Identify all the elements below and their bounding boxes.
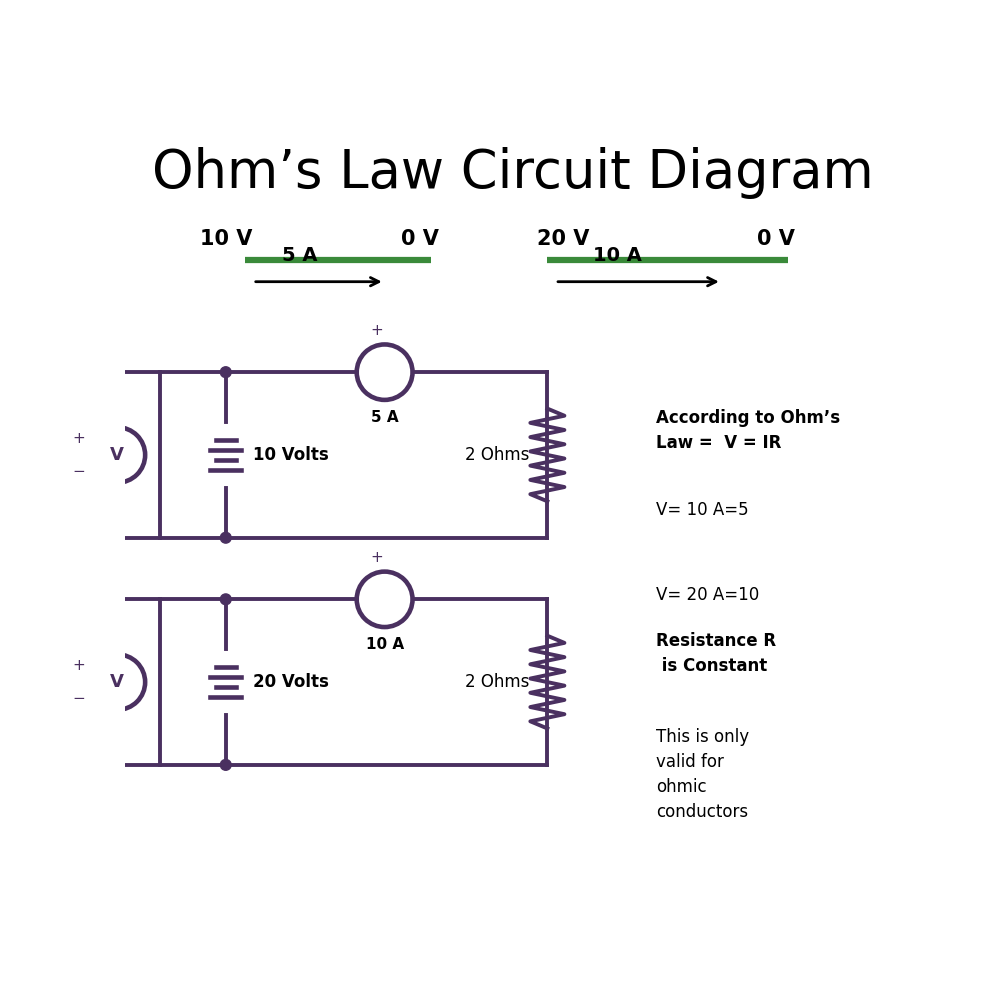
Text: 2 Ohms: 2 Ohms <box>465 673 529 691</box>
Text: Ohm’s Law Circuit Diagram: Ohm’s Law Circuit Diagram <box>152 147 873 199</box>
Text: 10 Volts: 10 Volts <box>253 446 329 464</box>
Text: 5 A: 5 A <box>282 246 317 265</box>
Circle shape <box>220 532 231 543</box>
Text: 20 Volts: 20 Volts <box>253 673 329 691</box>
Circle shape <box>220 367 231 378</box>
Text: 10 V: 10 V <box>200 229 252 249</box>
Text: −: − <box>73 464 85 479</box>
Text: V= 10 A=5: V= 10 A=5 <box>656 501 748 519</box>
Text: +: + <box>73 431 85 446</box>
Circle shape <box>220 594 231 605</box>
Text: A: A <box>378 363 392 381</box>
Text: 0 V: 0 V <box>757 229 795 249</box>
Text: 2 Ohms: 2 Ohms <box>465 446 529 464</box>
Text: 5 A: 5 A <box>371 410 398 425</box>
Text: V: V <box>110 446 124 464</box>
Circle shape <box>220 759 231 770</box>
Text: +: + <box>73 658 85 673</box>
Text: −: − <box>73 691 85 706</box>
Text: According to Ohm’s
Law =  V = IR: According to Ohm’s Law = V = IR <box>656 409 840 452</box>
Circle shape <box>357 344 413 400</box>
Text: V= 20 A=10: V= 20 A=10 <box>656 586 759 604</box>
Text: 10 A: 10 A <box>366 637 404 652</box>
Text: This is only
valid for
ohmic
conductors: This is only valid for ohmic conductors <box>656 728 749 821</box>
Circle shape <box>357 572 413 627</box>
Text: 10 A: 10 A <box>593 246 642 265</box>
Text: +: + <box>370 323 383 338</box>
Text: A: A <box>378 590 392 608</box>
Text: +: + <box>370 550 383 565</box>
Text: 0 V: 0 V <box>401 229 438 249</box>
Text: Resistance R
 is Constant: Resistance R is Constant <box>656 632 776 675</box>
Text: V: V <box>110 673 124 691</box>
Text: 20 V: 20 V <box>537 229 589 249</box>
